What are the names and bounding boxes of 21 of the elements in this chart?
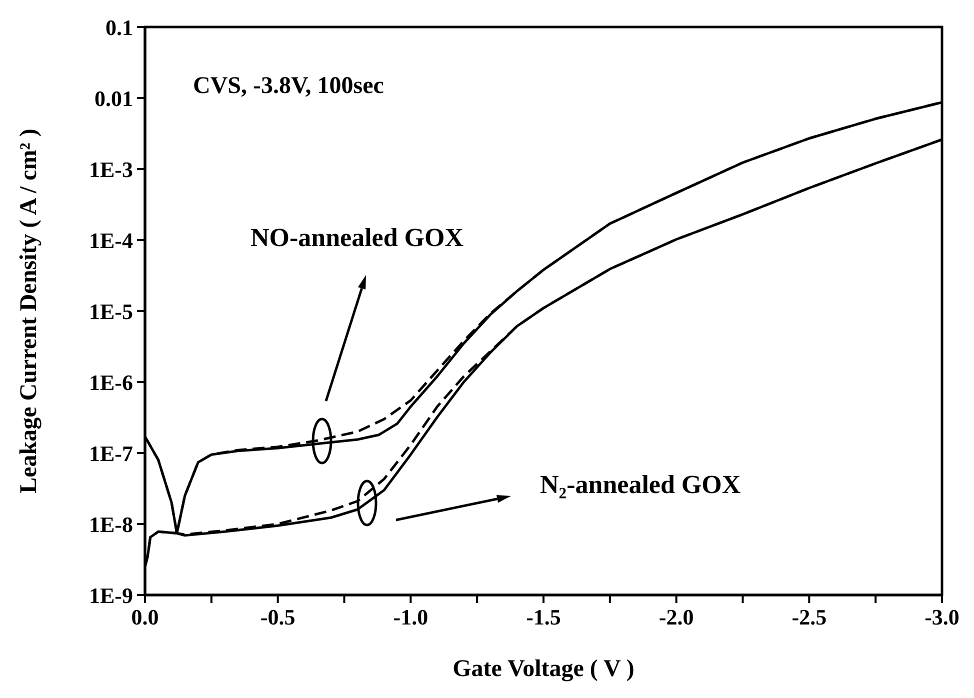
annotation: N₂-annealed GOX	[540, 470, 741, 499]
annotation: CVS, -3.8V, 100sec	[193, 73, 384, 99]
y-tick-label: 1E-8	[89, 512, 133, 537]
y-tick-label: 1E-9	[89, 582, 133, 608]
y-tick-label: 1E-4	[89, 228, 133, 253]
x-tick-label: -2.0	[658, 604, 694, 630]
x-tick-label: -1.0	[393, 604, 428, 630]
y-tick-label: 1E-7	[89, 440, 133, 466]
y-axis-title: Leakage Current Density ( A / cm² )	[16, 128, 42, 494]
y-tick-label: 0.1	[106, 14, 133, 40]
y-tick-label: 1E-6	[89, 370, 133, 395]
y-tick-label: 1E-5	[89, 298, 133, 324]
x-tick-label: -0.5	[260, 604, 296, 630]
x-axis-title: Gate Voltage ( V )	[452, 656, 634, 682]
y-tick-label: 1E-3	[89, 156, 133, 182]
x-tick-label: -3.0	[924, 604, 960, 630]
y-tick-label: 0.01	[94, 86, 133, 111]
x-tick-label: 0.0	[131, 604, 159, 630]
x-tick-label: -2.5	[792, 604, 827, 630]
x-tick-label: -1.5	[526, 604, 561, 630]
annotation: NO-annealed GOX	[250, 223, 464, 252]
